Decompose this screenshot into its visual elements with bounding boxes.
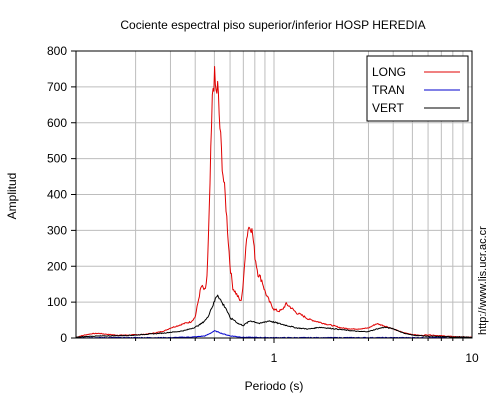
y-tick-label: 500 <box>47 152 67 166</box>
y-tick-label: 400 <box>47 188 67 202</box>
legend-label-tran: TRAN <box>372 83 405 97</box>
side-url-text: http://www.lis.ucr.ac.cr <box>477 226 489 335</box>
x-tick-label: 1 <box>271 351 278 365</box>
y-tick-label: 700 <box>47 80 67 94</box>
y-tick-label: 0 <box>60 331 67 345</box>
x-axis-title: Periodo (s) <box>245 379 304 393</box>
y-axis-title: Amplitud <box>5 173 19 220</box>
legend: LONG TRAN VERT <box>366 55 469 122</box>
y-tick-label: 300 <box>47 223 67 237</box>
y-tick-label: 200 <box>47 259 67 273</box>
x-tick-label: 10 <box>465 351 479 365</box>
series-line-vert <box>75 294 473 339</box>
legend-label-vert: VERT <box>372 101 404 115</box>
y-tick-label: 100 <box>47 295 67 309</box>
y-tick-label: 600 <box>47 116 67 130</box>
y-tick-label: 800 <box>47 44 67 58</box>
legend-label-long: LONG <box>372 65 406 79</box>
legend-box <box>366 55 469 122</box>
axis-ticks: 0 100 200 300 400 500 600 700 800 1 10 <box>47 44 479 365</box>
chart-title: Cociente espectral piso superior/inferio… <box>120 18 425 32</box>
